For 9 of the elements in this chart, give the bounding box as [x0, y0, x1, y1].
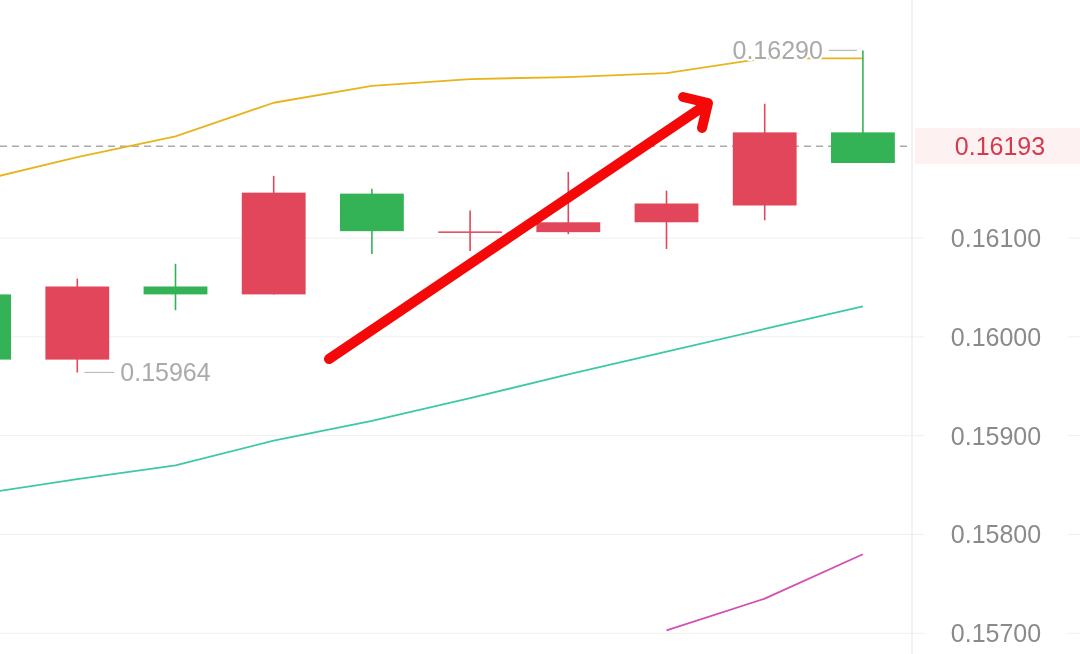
- y-tick-label: 0.15800: [950, 520, 1042, 549]
- y-tick-label: 0.15700: [950, 619, 1042, 648]
- y-tick-label: 0.15900: [950, 421, 1042, 450]
- candlestick: [438, 209, 503, 252]
- y-tick-label: 0.16000: [950, 322, 1042, 351]
- y-tick-label: 0.16100: [950, 224, 1042, 253]
- candlestick: [143, 262, 208, 312]
- annotation: 0.15964: [120, 358, 211, 387]
- ref-line-label: 0.16193: [954, 132, 1046, 161]
